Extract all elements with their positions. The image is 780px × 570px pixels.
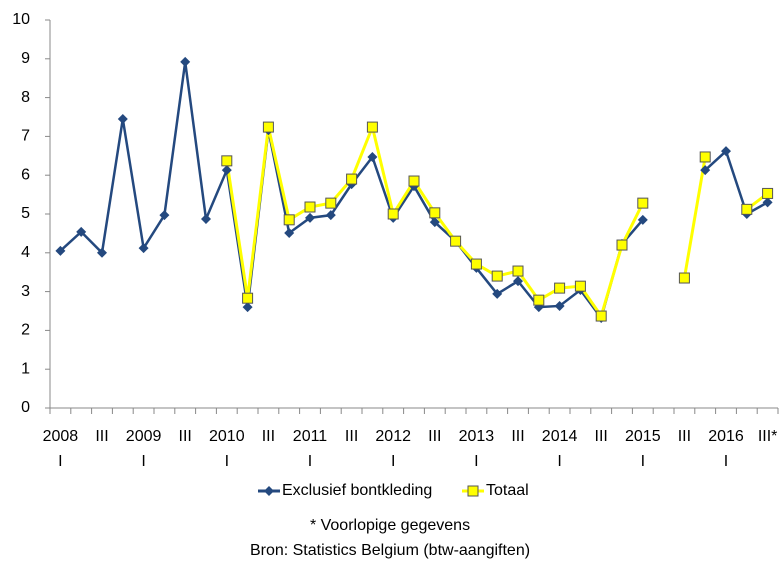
marker <box>242 292 254 304</box>
x-tick-label: I <box>308 453 312 470</box>
marker <box>284 228 295 239</box>
marker <box>554 300 565 311</box>
legend-label: Totaal <box>486 482 529 499</box>
legend-marker <box>467 485 479 497</box>
marker <box>699 151 711 163</box>
year-label: 2014 <box>542 428 578 445</box>
x-tick-label: I <box>557 453 561 470</box>
x-tick-label: I <box>391 453 395 470</box>
legend-label: Exclusief bontkleding <box>282 482 432 499</box>
x-tick-label: III <box>428 428 441 445</box>
x-tick-label: I <box>724 453 728 470</box>
y-tick-label: 8 <box>21 89 30 106</box>
y-tick-label: 5 <box>21 205 30 222</box>
y-tick-label: 6 <box>21 166 30 183</box>
marker <box>304 201 316 213</box>
y-tick-label: 7 <box>21 128 30 145</box>
y-tick-label: 0 <box>21 399 30 416</box>
year-label: 2010 <box>209 428 245 445</box>
marker <box>637 197 649 209</box>
marker <box>450 235 462 247</box>
marker <box>762 197 773 208</box>
marker <box>470 258 482 270</box>
marker <box>262 121 274 133</box>
marker <box>429 207 441 219</box>
marker <box>554 282 566 294</box>
marker <box>117 113 128 124</box>
year-label: 2008 <box>43 428 79 445</box>
note: Bron: Statistics Belgium (btw-aangiften) <box>250 542 530 559</box>
x-tick-label: III <box>345 428 358 445</box>
note: * Voorlopige gegevens <box>310 517 470 534</box>
x-tick-label: III <box>95 428 108 445</box>
x-tick-label: III <box>511 428 524 445</box>
marker <box>678 272 690 284</box>
marker <box>242 302 253 313</box>
y-tick-label: 9 <box>21 50 30 67</box>
marker <box>574 280 586 292</box>
marker <box>55 245 66 256</box>
marker <box>221 165 232 176</box>
x-tick-label: I <box>225 453 229 470</box>
marker <box>346 173 358 185</box>
year-label: 2011 <box>293 428 328 445</box>
marker <box>595 310 607 322</box>
x-tick-label: I <box>141 453 145 470</box>
year-label: 2012 <box>375 428 411 445</box>
legend-marker <box>264 486 274 496</box>
marker <box>159 210 170 221</box>
x-tick-label: I <box>474 453 478 470</box>
y-tick-label: 10 <box>12 11 30 28</box>
year-label: 2009 <box>126 428 162 445</box>
marker <box>492 288 503 299</box>
marker <box>201 214 211 225</box>
y-tick-label: 4 <box>21 244 30 261</box>
marker <box>325 197 337 209</box>
marker <box>429 217 440 228</box>
y-tick-label: 2 <box>21 322 30 339</box>
x-tick-label: III <box>262 428 275 445</box>
series-line <box>225 122 769 320</box>
marker <box>76 226 87 237</box>
year-label: 2016 <box>708 428 744 445</box>
y-tick-label: 1 <box>21 360 30 377</box>
marker <box>180 56 191 67</box>
marker <box>387 208 399 220</box>
marker <box>721 146 731 157</box>
marker <box>97 247 107 258</box>
marker <box>616 239 628 251</box>
marker <box>491 270 503 282</box>
marker <box>283 214 295 226</box>
marker <box>138 243 149 254</box>
marker <box>305 212 315 223</box>
marker <box>512 265 524 277</box>
marker <box>762 187 774 199</box>
marker <box>221 155 233 167</box>
marker <box>366 121 378 133</box>
marker <box>367 151 378 162</box>
x-tick-label: I <box>58 453 62 470</box>
year-label: 2013 <box>459 428 495 445</box>
x-tick-label: III <box>179 428 192 445</box>
marker <box>741 203 753 215</box>
marker <box>325 210 336 221</box>
marker <box>533 294 545 306</box>
x-tick-label: I <box>641 453 645 470</box>
marker <box>637 214 648 225</box>
x-tick-label: III <box>595 428 608 445</box>
year-label: 2015 <box>625 428 661 445</box>
x-tick-label: III <box>678 428 691 445</box>
marker <box>408 175 420 187</box>
y-tick-label: 3 <box>21 283 30 300</box>
marker <box>513 276 523 287</box>
x-tick-label: III* <box>758 428 778 445</box>
marker <box>700 165 711 176</box>
